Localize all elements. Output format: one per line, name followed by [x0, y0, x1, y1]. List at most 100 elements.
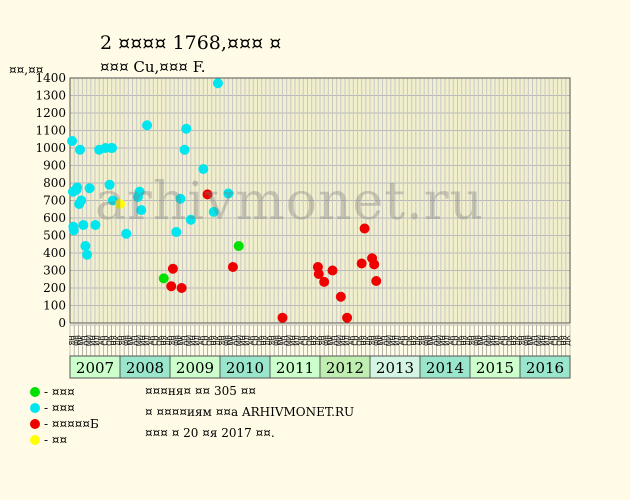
x-tick-label-month: ИЛ: [193, 335, 201, 346]
x-tick-label-month: ДК: [464, 335, 472, 345]
x-tick-label-month: АП: [281, 335, 289, 345]
x-tick-label-month: МЙ: [134, 335, 143, 346]
x-tick-label-month: ДК: [514, 335, 522, 345]
data-point: [371, 276, 382, 286]
y-tick-label: 1100: [35, 124, 66, 138]
data-point: [223, 188, 234, 199]
x-tick-label-month: МР: [476, 335, 484, 345]
x-tick-label-year: 2010: [226, 359, 264, 377]
y-tick-label: 900: [43, 159, 66, 173]
x-tick-label-year: 2009: [176, 359, 214, 377]
x-tick-label-month: ДК: [164, 335, 172, 345]
x-tick-label-month: МР: [226, 335, 234, 345]
data-point: [158, 273, 169, 284]
data-point: [167, 263, 178, 274]
x-tick-label-month: ОК: [406, 335, 414, 346]
legend-marker: [30, 435, 40, 445]
y-axis-unit-label: ¤¤,¤¤: [9, 63, 44, 77]
y-tick-label: 300: [43, 264, 66, 278]
data-point: [208, 206, 219, 217]
x-tick-label-month: СН: [301, 335, 309, 345]
x-tick-label-year: 2014: [426, 359, 464, 377]
x-tick-label-month: ИН: [439, 335, 447, 346]
data-point: [202, 189, 213, 200]
x-tick-label-month: ЯН: [268, 335, 276, 345]
x-tick-label-month: МР: [276, 335, 284, 345]
x-tick-label-year: 2013: [376, 359, 414, 377]
data-point: [227, 262, 238, 272]
x-tick-label-month: СН: [101, 335, 109, 345]
x-tick-label-month: ФВ: [172, 335, 180, 346]
x-tick-label-month: СН: [201, 335, 209, 345]
x-tick-label-month: ЯН: [518, 335, 526, 345]
x-tick-label-month: ИЛ: [243, 335, 251, 346]
data-point: [181, 123, 192, 134]
x-tick-label-month: МЙ: [484, 335, 493, 346]
x-tick-label-month: АВ: [547, 336, 555, 346]
note-line: ¤¤¤ ¤ 20 ¤я 2017 ¤¤.: [145, 426, 275, 440]
x-tick-label-month: АВ: [147, 336, 155, 346]
x-tick-label-month: МР: [126, 335, 134, 345]
data-point: [171, 227, 182, 237]
x-tick-label-month: ИЛ: [93, 335, 101, 346]
data-point: [68, 225, 79, 236]
x-tick-label-month: МР: [76, 335, 84, 345]
data-point: [84, 183, 95, 194]
x-tick-label-month: НЯ: [110, 335, 118, 345]
y-tick-label: 500: [43, 229, 66, 243]
x-tick-label-month: ИЛ: [443, 335, 451, 346]
legend-marker: [30, 419, 40, 429]
data-point: [175, 193, 186, 204]
x-tick-label-month: АВ: [97, 336, 105, 346]
data-point: [179, 144, 190, 155]
data-point: [136, 205, 147, 216]
data-point: [212, 78, 223, 89]
x-tick-label-month: ИН: [389, 335, 397, 346]
x-tick-label-month: ФВ: [222, 335, 230, 346]
x-tick-label-month: ИН: [339, 335, 347, 346]
x-tick-label-year: 2016: [526, 359, 564, 377]
x-tick-label-month: НЯ: [310, 335, 318, 345]
x-tick-label-month: ИЛ: [543, 335, 551, 346]
y-tick-label: 600: [43, 211, 66, 225]
x-tick-label-month: ЯН: [418, 335, 426, 345]
x-tick-label-month: ФВ: [122, 335, 130, 346]
x-tick-label-month: МР: [176, 335, 184, 345]
x-tick-label-month: МЙ: [534, 335, 543, 346]
x-tick-label-month: МР: [376, 335, 384, 345]
y-tick-label: 1200: [35, 106, 66, 120]
y-tick-label: 1400: [35, 71, 66, 85]
x-tick-label-month: ДК: [414, 335, 422, 345]
data-point: [327, 265, 338, 276]
x-tick-label-month: НЯ: [360, 335, 368, 345]
x-tick-label-month: АП: [531, 335, 539, 345]
x-tick-label-year: 2007: [76, 359, 114, 377]
legend-marker: [30, 403, 40, 413]
x-tick-label-month: ОК: [206, 335, 214, 346]
x-tick-label-month: ЯН: [218, 335, 226, 345]
y-tick-label: 0: [58, 316, 66, 330]
x-tick-label-month: СН: [501, 335, 509, 345]
x-tick-label-month: СН: [351, 335, 359, 345]
x-tick-label-month: МЙ: [184, 335, 193, 346]
x-tick-label-month: АП: [81, 335, 89, 345]
legend-item: - ¤¤: [30, 433, 67, 447]
legend-label: - ¤¤¤: [44, 401, 75, 415]
data-point: [313, 269, 324, 279]
x-tick-label-month: ОК: [356, 335, 364, 346]
data-point: [78, 220, 89, 230]
data-point: [142, 120, 153, 131]
y-tick-label: 1000: [35, 141, 66, 155]
x-tick-label-month: НЯ: [160, 335, 168, 345]
x-tick-label-month: ДК: [264, 335, 272, 345]
data-point: [319, 276, 330, 287]
x-tick-label-month: ФВ: [522, 335, 530, 346]
x-tick-label-month: ФВ: [72, 335, 80, 346]
x-tick-label-year: 2008: [126, 359, 164, 377]
x-tick-label-month: АП: [181, 335, 189, 345]
x-tick-label-month: ИЛ: [143, 335, 151, 346]
data-point: [342, 312, 353, 323]
x-tick-label-month: ДК: [314, 335, 322, 345]
x-tick-label-month: ОК: [506, 335, 514, 346]
data-point: [277, 312, 288, 323]
